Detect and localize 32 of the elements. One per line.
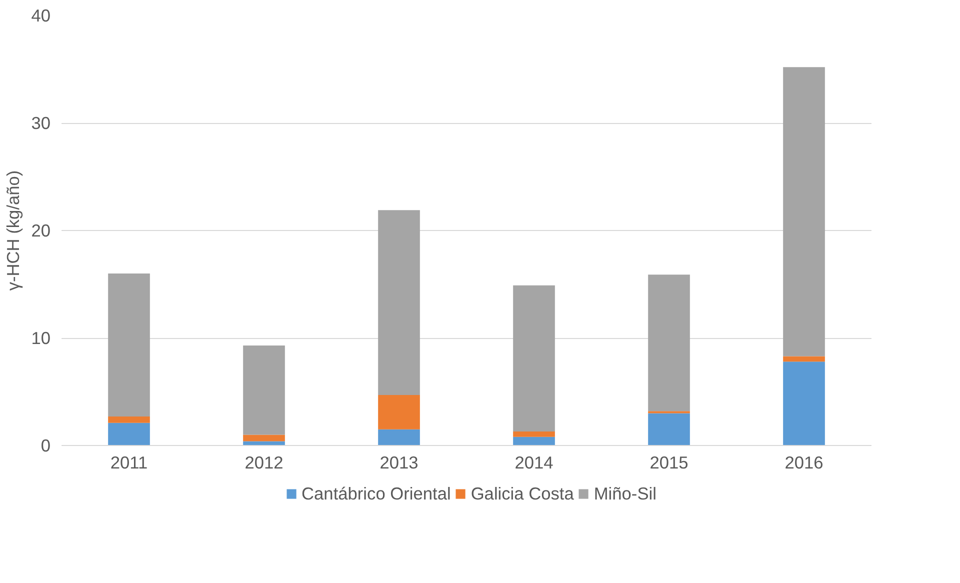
- bar: [243, 434, 285, 442]
- x-tick-label: 2012: [244, 452, 284, 472]
- y-tick-label: 0: [40, 436, 51, 456]
- bar: [108, 416, 150, 423]
- bar: [378, 429, 420, 446]
- bar: [378, 210, 420, 395]
- bar: [513, 432, 555, 437]
- y-tick-label: 40: [31, 6, 51, 26]
- bar: [108, 422, 150, 446]
- bar: [108, 274, 150, 416]
- y-tick-label: 10: [31, 328, 51, 348]
- bar: [243, 441, 285, 446]
- bar: [648, 274, 690, 412]
- bar: [378, 394, 420, 430]
- bar: [513, 436, 555, 446]
- y-axis-title: γ-HCH (kg/año): [3, 170, 24, 291]
- bar: [243, 346, 285, 435]
- bar: [783, 362, 825, 446]
- bar: [513, 285, 555, 432]
- bar: [648, 413, 690, 446]
- x-tick-label: 2015: [650, 452, 688, 472]
- y-tick-label: 30: [31, 113, 51, 133]
- x-tick-label: 2013: [380, 452, 418, 472]
- legend-label: Galicia Costa: [470, 483, 574, 504]
- legend-label: Miño-Sil: [594, 483, 656, 504]
- x-tick-label: 2016: [784, 452, 824, 472]
- legend-label: Cantábrico Oriental: [302, 483, 451, 504]
- y-tick-label: 20: [31, 220, 51, 240]
- bar: [783, 67, 825, 356]
- x-tick-label: 2014: [514, 452, 554, 472]
- bar: [783, 356, 825, 362]
- x-tick-label: 2011: [110, 452, 148, 472]
